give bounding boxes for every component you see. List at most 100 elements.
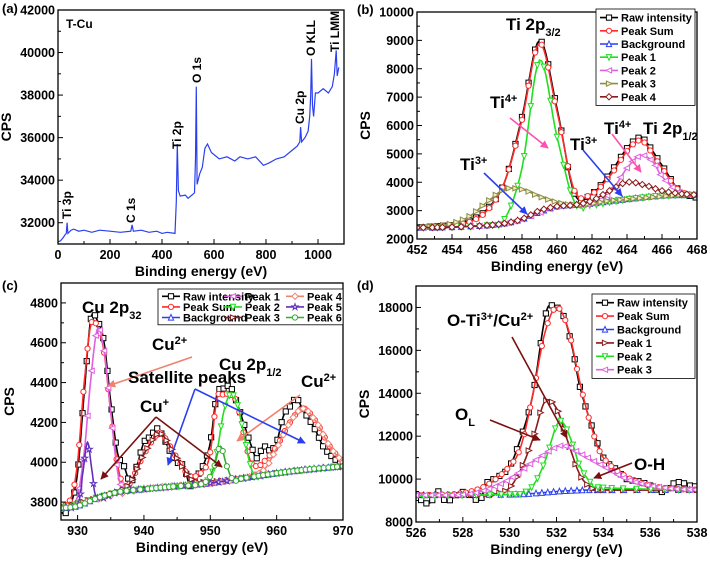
data-marker (335, 453, 343, 462)
data-marker (289, 413, 298, 422)
data-marker (234, 402, 242, 410)
data-marker (549, 398, 557, 406)
data-marker (573, 365, 581, 373)
data-marker (315, 434, 323, 441)
annotation-text: Cu (301, 372, 324, 391)
legend-label: Background (621, 39, 685, 51)
data-marker (417, 223, 421, 232)
data-marker (540, 205, 548, 214)
data-marker (637, 480, 645, 488)
data-marker (586, 197, 594, 206)
data-marker (585, 414, 592, 421)
annotation: Cu2+ (152, 335, 187, 354)
x-tick-label: 532 (546, 526, 567, 540)
data-marker (486, 205, 493, 212)
annotation-text: Ti (460, 155, 475, 174)
data-marker (526, 211, 535, 219)
data-marker (71, 481, 78, 488)
data-marker (428, 223, 437, 232)
data-marker (641, 139, 648, 146)
legend-item: Peak 1 (596, 338, 652, 350)
annotation-arrow (593, 462, 633, 480)
data-marker (579, 391, 586, 398)
data-marker (177, 482, 184, 489)
data-marker (569, 441, 577, 450)
data-marker (544, 320, 551, 327)
annotation-sup: 2+ (521, 311, 534, 323)
data-marker (84, 444, 94, 454)
annotation: O KLL (304, 20, 318, 56)
data-marker (656, 193, 665, 200)
annotation: C 1s (124, 197, 138, 223)
data-marker (134, 465, 142, 473)
data-marker (304, 407, 312, 416)
data-marker (506, 491, 514, 499)
data-marker (158, 430, 167, 438)
annotation: Ti 2p1/2 (643, 119, 698, 143)
data-marker (690, 190, 697, 199)
annotation-text: Cu 2p (219, 355, 266, 374)
data-marker (459, 216, 468, 224)
data-marker (566, 201, 574, 210)
annotation-text: T-Cu (66, 17, 93, 31)
annotation-text: O KLL (304, 20, 318, 56)
data-marker (553, 202, 561, 211)
data-marker (567, 486, 575, 494)
legend-item: Raw intensity (596, 298, 689, 310)
x-tick-label: 468 (687, 243, 708, 257)
annotation: Ti4+ (490, 93, 517, 112)
data-marker (124, 482, 132, 490)
data-marker (539, 462, 547, 470)
data-marker (243, 474, 250, 481)
data-marker (291, 314, 299, 321)
data-marker (608, 463, 615, 470)
data-marker (91, 332, 99, 340)
data-marker (120, 463, 128, 470)
y-tick-label: 7000 (386, 91, 414, 105)
data-marker (619, 485, 627, 493)
data-marker (329, 447, 338, 456)
legend-label: Raw intensity (617, 298, 689, 310)
annotation-arrow (236, 394, 301, 442)
x-tick-label: 950 (200, 524, 221, 538)
data-marker (578, 474, 586, 481)
legend-label: Raw intensity (621, 13, 693, 25)
series-peak-3 (416, 442, 697, 499)
y-tick-label: 4800 (30, 296, 58, 310)
legend-item: Peak 3 (224, 313, 280, 325)
data-marker (586, 478, 594, 487)
annotation: Cu 2p32 (82, 298, 141, 322)
data-marker (154, 425, 161, 432)
data-marker (324, 448, 331, 455)
annotation-text: Ti 2p (643, 119, 682, 138)
data-marker (76, 441, 83, 448)
data-marker (71, 489, 78, 496)
annotation-text: Cu (140, 397, 163, 416)
x-tick-label: 526 (406, 526, 427, 540)
annotation-sup: 3+ (475, 155, 488, 167)
panel-label: (b) (357, 2, 374, 17)
data-marker (112, 461, 120, 469)
y-tick-label: 10000 (379, 6, 414, 20)
data-marker (525, 489, 533, 497)
data-marker (508, 473, 516, 481)
annotation-sup: 2+ (175, 335, 188, 347)
y-tick-label: 12000 (378, 430, 413, 444)
legend-item: Background (596, 325, 681, 337)
x-tick-label: 536 (640, 526, 661, 540)
data-marker (630, 195, 638, 203)
legend-item: Peak 1 (224, 291, 280, 303)
data-marker (75, 489, 86, 499)
data-marker (584, 192, 591, 200)
data-marker (167, 293, 175, 300)
legend-label: Background (617, 325, 681, 337)
data-marker (492, 191, 501, 199)
data-marker (86, 498, 93, 505)
data-marker (601, 299, 609, 306)
data-marker (604, 67, 613, 74)
data-marker (661, 177, 669, 185)
data-marker (577, 195, 585, 202)
data-marker (492, 196, 499, 203)
data-marker (123, 487, 130, 494)
data-marker (675, 478, 682, 486)
